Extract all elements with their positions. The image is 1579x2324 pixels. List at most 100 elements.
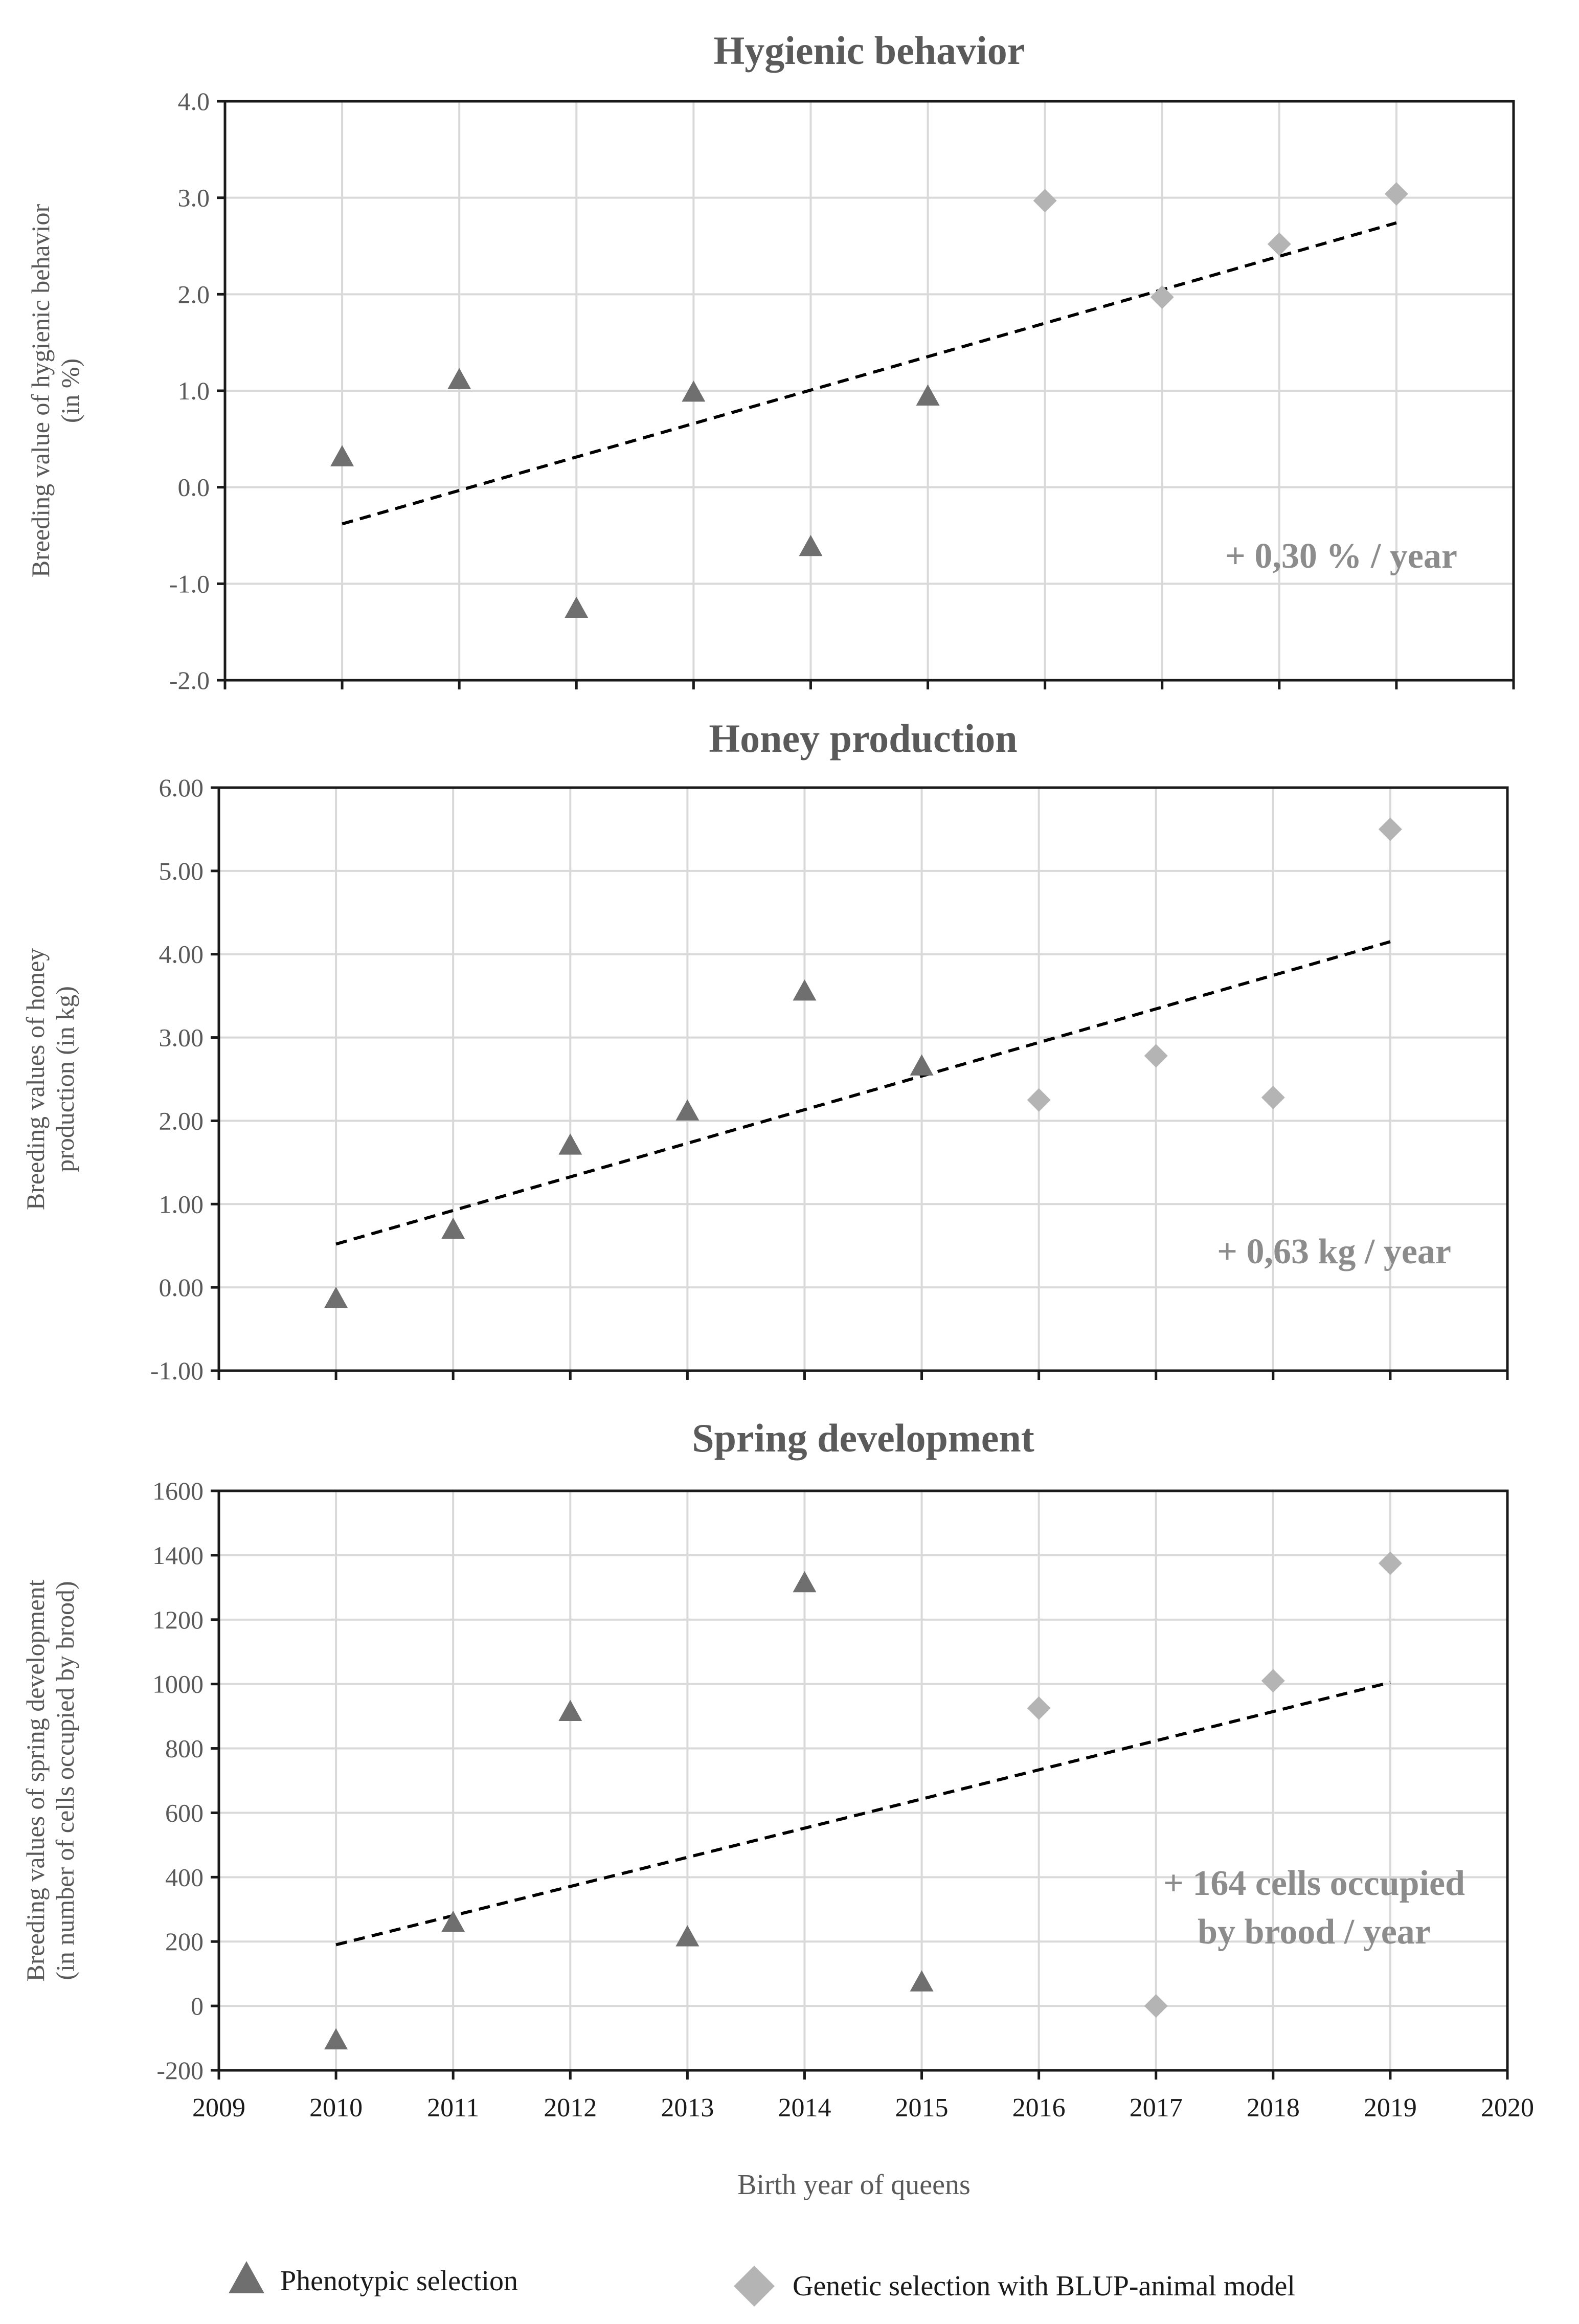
y-tick-label: 3.00	[159, 1023, 204, 1052]
y-tick-label: 0	[191, 1992, 204, 2020]
y-tick-label: 600	[165, 1798, 204, 1827]
data-point-triangle	[565, 596, 589, 618]
trend-line	[335, 1681, 1391, 1947]
chart-title: Hygienic behavior	[714, 28, 1025, 73]
x-tick-label: 2011	[427, 2093, 479, 2122]
data-point-triangle	[447, 368, 471, 389]
y-tick-label: -1.0	[169, 569, 210, 598]
x-tick-label: 2020	[1481, 2093, 1534, 2122]
data-point-triangle	[675, 1099, 700, 1121]
y-axis-label: Breeding values of spring development	[21, 1579, 50, 1981]
data-point-diamond	[1150, 285, 1174, 309]
data-point-triangle	[324, 2028, 348, 2050]
data-point-triangle	[910, 1054, 934, 1076]
y-tick-label: 1400	[152, 1541, 204, 1570]
trend-annotation: + 0,30 % / year	[1225, 537, 1457, 576]
data-point-triangle	[330, 445, 354, 466]
series-genetic	[1027, 817, 1402, 1112]
y-tick-label: 2.0	[178, 280, 210, 308]
data-point-triangle	[441, 1217, 465, 1239]
data-point-triangle	[558, 1133, 582, 1155]
y-tick-label: 0.00	[159, 1273, 204, 1302]
chart-panel-2: Honey production -1.00 0.00 1.00 2.00 3.00 4.0…	[21, 716, 1509, 1385]
chart-title: Spring development	[692, 1416, 1034, 1460]
data-point-triangle	[793, 979, 817, 1001]
data-point-diamond	[1378, 817, 1402, 841]
data-point-diamond	[1144, 1994, 1168, 2018]
x-tick-label: 2018	[1247, 2093, 1300, 2122]
y-tick-label: 1000	[152, 1670, 204, 1699]
y-tick-label: 200	[165, 1927, 204, 1956]
x-tick-label: 2012	[544, 2093, 597, 2122]
legend-triangle-icon	[229, 2261, 264, 2293]
series-phenotypic	[324, 979, 934, 1308]
x-tick-label: 2016	[1012, 2093, 1066, 2122]
y-tick-label: -200	[156, 2056, 204, 2085]
y-tick-label: 3.0	[178, 184, 210, 212]
data-point-diamond	[1267, 232, 1291, 256]
series-phenotypic	[330, 368, 940, 618]
chart-panel-3: Spring development -200 0 200 400 600 800 1000 1…	[21, 1416, 1534, 2122]
legend-diamond-icon	[734, 2266, 775, 2307]
tick-marks	[217, 100, 1515, 689]
data-point-diamond	[1261, 1669, 1285, 1693]
tick-marks	[211, 1489, 1509, 2080]
y-tick-label: 1600	[152, 1477, 204, 1505]
y-tick-label: 6.00	[159, 773, 204, 802]
x-tick-label: 2017	[1130, 2093, 1183, 2122]
x-tick-label: 2014	[778, 2093, 831, 2122]
x-tick-label: 2010	[309, 2093, 363, 2122]
data-point-diamond	[1027, 1696, 1051, 1720]
data-point-triangle	[916, 384, 940, 406]
y-axis-label: Breeding value of hygienic behavior	[26, 204, 55, 578]
legend-label-genetic: Genetic selection with BLUP-animal model	[793, 2270, 1295, 2302]
y-tick-label: 4.00	[159, 940, 204, 969]
y-tick-label: 5.00	[159, 857, 204, 885]
gridlines	[219, 788, 1507, 1371]
series-genetic	[1027, 1551, 1402, 2018]
x-tick-label: 2015	[895, 2093, 949, 2122]
y-tick-label: -2.0	[169, 666, 210, 695]
trend-annotation: by brood / year	[1198, 1912, 1431, 1952]
data-point-triangle	[799, 534, 823, 556]
data-point-triangle	[558, 1700, 582, 1722]
data-point-triangle	[910, 1970, 934, 1992]
gridlines	[219, 1491, 1507, 2070]
y-tick-label: 2.00	[159, 1106, 204, 1135]
data-point-diamond	[1384, 182, 1408, 206]
y-axis-label: (in number of cells occupied by brood)	[51, 1581, 79, 1980]
y-tick-label: 1.00	[159, 1190, 204, 1218]
data-point-diamond	[1027, 1088, 1051, 1112]
y-axis-label: (in %)	[56, 359, 84, 423]
series-phenotypic	[324, 1571, 934, 2050]
x-tick-label: 2013	[661, 2093, 714, 2122]
data-point-diamond	[1144, 1044, 1168, 1068]
trend-annotation: + 0,63 kg / year	[1217, 1232, 1451, 1271]
series-genetic	[1033, 182, 1408, 309]
gridlines	[225, 101, 1514, 680]
data-point-diamond	[1261, 1085, 1285, 1109]
data-point-triangle	[675, 1925, 700, 1947]
y-tick-label: 400	[165, 1863, 204, 1891]
legend: Phenotypic selection Genetic selection wi…	[229, 2261, 1295, 2307]
data-point-diamond	[1378, 1551, 1402, 1575]
trend-line	[342, 221, 1397, 526]
x-tick-label: 2019	[1364, 2093, 1417, 2122]
chart-panel-1: Hygienic behavior -2.0 -1.0 0.0 1.0 2.0 3.0 4.0…	[26, 28, 1515, 695]
y-tick-label: 800	[165, 1734, 204, 1763]
data-point-diamond	[1033, 189, 1057, 213]
chart-title: Honey production	[709, 716, 1017, 761]
y-tick-label: 1200	[152, 1605, 204, 1634]
y-tick-label: 4.0	[178, 87, 210, 116]
x-tick-label: 2009	[192, 2093, 245, 2122]
y-tick-label: 0.0	[178, 473, 210, 502]
data-point-triangle	[324, 1286, 348, 1308]
y-axis-label: Breeding values of honey	[21, 948, 50, 1210]
y-tick-label: 1.0	[178, 376, 210, 405]
plot-frame	[217, 786, 1509, 1372]
data-point-triangle	[682, 380, 706, 402]
y-axis-label: production (in kg)	[51, 986, 79, 1172]
plot-frame	[217, 1489, 1509, 2072]
data-point-triangle	[441, 1910, 465, 1932]
